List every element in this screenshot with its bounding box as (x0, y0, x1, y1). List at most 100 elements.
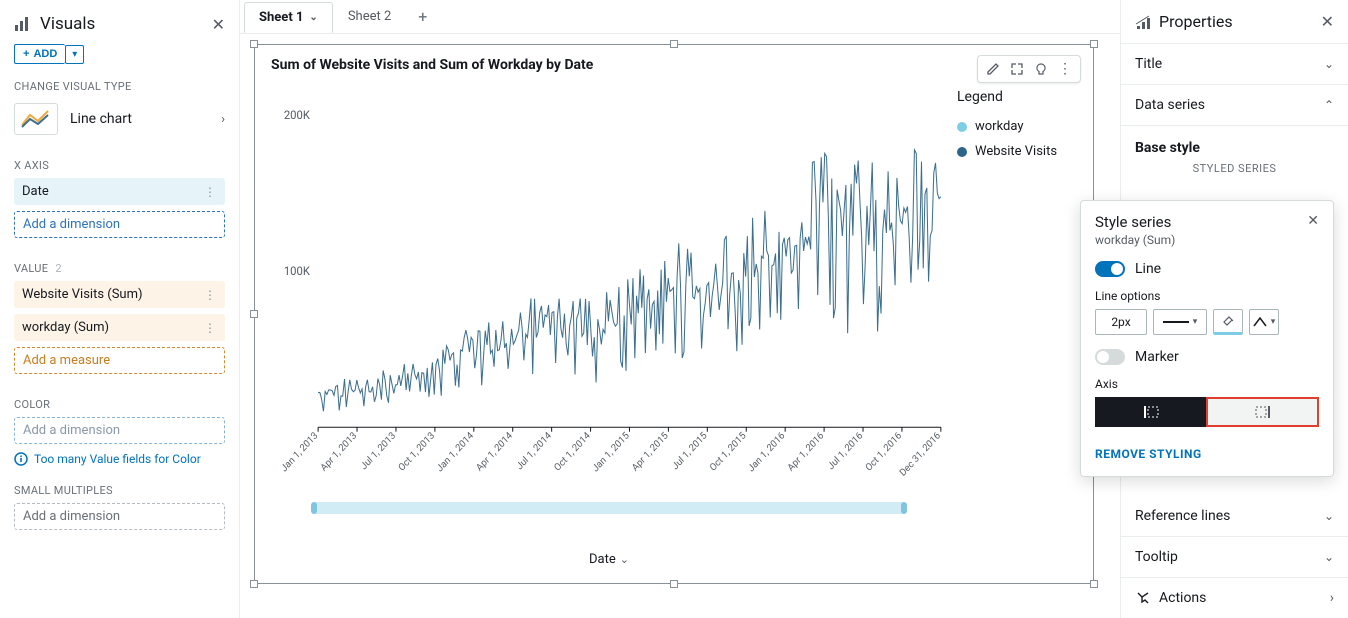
info-icon (14, 452, 28, 466)
line-color-button[interactable] (1213, 309, 1243, 335)
properties-title: Properties (1159, 12, 1233, 31)
color-label: COLOR (14, 388, 225, 417)
base-style-label: Base style (1121, 126, 1348, 162)
actions-icon (1135, 590, 1151, 606)
legend-item-workday[interactable]: workday (957, 119, 1077, 134)
chart-visual-frame[interactable]: Sum of Website Visits and Sum of Workday… (254, 44, 1094, 584)
xaxis-add-dimension[interactable]: Add a dimension (14, 211, 225, 238)
color-add-dimension[interactable]: Add a dimension (14, 417, 225, 444)
sheet-tabs: Sheet 1 ⌄ Sheet 2 + (240, 0, 1120, 34)
legend-label: Website Visits (975, 144, 1057, 159)
svg-text:Oct 1, 2014: Oct 1, 2014 (552, 430, 593, 474)
x-scroll-track[interactable] (311, 502, 907, 514)
tab-sheet-2[interactable]: Sheet 2 (333, 1, 406, 32)
chart-legend: Legend workday Website Visits (947, 89, 1077, 567)
chevron-down-icon: ⌄ (1324, 509, 1334, 523)
value-field-workday[interactable]: workday (Sum) ⋮ (14, 314, 225, 341)
axis-label: Axis (1095, 377, 1319, 391)
grip-icon[interactable]: ⋮ (204, 185, 217, 199)
svg-text:Jul 1, 2016: Jul 1, 2016 (826, 430, 865, 472)
chevron-up-icon: ⌃ (1324, 98, 1334, 112)
axis-left-button[interactable] (1095, 397, 1206, 427)
resize-handle-w[interactable] (250, 310, 258, 318)
line-chart-plot: 200K100KJan 1, 2013Apr 1, 2013Jul 1, 201… (271, 89, 947, 498)
chevron-down-icon[interactable]: ⌄ (309, 12, 317, 23)
properties-icon (1135, 14, 1151, 30)
value-add-measure[interactable]: Add a measure (14, 347, 225, 374)
add-visual-button[interactable]: + ADD (14, 44, 65, 64)
visuals-panel: Visuals ✕ + ADD ▾ CHANGE VISUAL TYPE Lin… (0, 0, 240, 618)
svg-text:Oct 1, 2015: Oct 1, 2015 (708, 430, 748, 473)
section-title[interactable]: Title ⌄ (1121, 44, 1348, 85)
resize-handle-se[interactable] (1090, 580, 1098, 588)
chevron-down-icon[interactable]: ⌄ (620, 553, 629, 566)
line-width-input[interactable]: 2px (1095, 309, 1147, 335)
section-actions[interactable]: Actions › (1121, 578, 1348, 618)
tab-label: Sheet 2 (348, 9, 391, 24)
svg-text:Jan 1, 2016: Jan 1, 2016 (746, 430, 787, 474)
more-icon[interactable]: ⋮ (1056, 60, 1074, 78)
edit-icon[interactable] (984, 60, 1002, 78)
field-label: workday (Sum) (22, 320, 109, 335)
visual-type-selector[interactable]: Line chart › (0, 99, 239, 145)
close-icon[interactable]: ✕ (212, 15, 225, 34)
expand-icon[interactable] (1008, 60, 1026, 78)
close-icon[interactable]: ✕ (1307, 213, 1319, 229)
change-visual-type-label: CHANGE VISUAL TYPE (0, 74, 239, 99)
remove-styling-link[interactable]: REMOVE STYLING (1095, 447, 1202, 461)
close-icon[interactable]: ✕ (1321, 12, 1334, 31)
xaxis-field-date[interactable]: Date ⋮ (14, 178, 225, 205)
insight-icon[interactable] (1032, 60, 1050, 78)
resize-handle-sw[interactable] (250, 580, 258, 588)
add-visual-caret[interactable]: ▾ (65, 45, 84, 64)
svg-text:Jan 1, 2015: Jan 1, 2015 (591, 430, 632, 474)
line-toggle[interactable] (1095, 261, 1125, 277)
chart-toolbar: ⋮ (977, 55, 1081, 83)
marker-toggle-label: Marker (1135, 349, 1179, 365)
resize-handle-s[interactable] (670, 580, 678, 588)
properties-header: Properties ✕ (1121, 0, 1348, 44)
properties-panel: Properties ✕ Title ⌄ Data series ⌃ Base … (1120, 0, 1348, 618)
section-tooltip[interactable]: Tooltip ⌄ (1121, 537, 1348, 578)
visuals-panel-header: Visuals ✕ (0, 8, 239, 44)
xaxis-label: X AXIS (14, 149, 225, 178)
resize-handle-n[interactable] (670, 40, 678, 48)
field-label: Website Visits (Sum) (22, 287, 143, 302)
axis-right-button[interactable] (1206, 397, 1319, 427)
field-label: Date (22, 184, 49, 199)
value-label: VALUE 2 (14, 252, 225, 281)
grip-icon[interactable]: ⋮ (204, 321, 217, 335)
style-series-popover: Style series workday (Sum) ✕ Line Line o… (1080, 200, 1334, 477)
small-multiples-add[interactable]: Add a dimension (14, 503, 225, 530)
svg-text:Jan 1, 2013: Jan 1, 2013 (279, 430, 320, 474)
grip-icon[interactable]: ⋮ (204, 288, 217, 302)
section-data-series[interactable]: Data series ⌃ (1121, 85, 1348, 126)
line-style-select[interactable] (1153, 309, 1207, 335)
paint-icon (1221, 314, 1235, 328)
svg-text:Oct 1, 2013: Oct 1, 2013 (397, 430, 437, 473)
value-field-website-visits[interactable]: Website Visits (Sum) ⋮ (14, 281, 225, 308)
line-options-label: Line options (1095, 289, 1319, 303)
color-warning: Too many Value fields for Color (14, 450, 225, 466)
chevron-down-icon: ⌄ (1324, 57, 1334, 71)
svg-text:Oct 1, 2016: Oct 1, 2016 (864, 430, 904, 473)
line-interpolation-select[interactable] (1249, 309, 1279, 335)
legend-item-website-visits[interactable]: Website Visits (957, 144, 1077, 159)
popover-subtitle: workday (Sum) (1095, 233, 1175, 247)
resize-handle-nw[interactable] (250, 40, 258, 48)
tab-sheet-1[interactable]: Sheet 1 ⌄ (244, 2, 333, 33)
visual-type-name: Line chart (70, 111, 132, 127)
svg-text:Apr 1, 2016: Apr 1, 2016 (786, 430, 826, 474)
visuals-panel-title: Visuals (40, 14, 95, 34)
color-warning-text: Too many Value fields for Color (34, 452, 201, 466)
add-button-label: ADD (33, 48, 57, 60)
marker-toggle[interactable] (1095, 349, 1125, 365)
line-chart-thumb-icon (14, 103, 58, 135)
section-reference-lines[interactable]: Reference lines ⌄ (1121, 496, 1348, 537)
legend-swatch (957, 122, 967, 132)
svg-text:200K: 200K (284, 108, 311, 123)
svg-text:Jul 1, 2014: Jul 1, 2014 (515, 430, 554, 473)
resize-handle-ne[interactable] (1090, 40, 1098, 48)
styled-series-label: STYLED SERIES (1121, 162, 1348, 185)
add-sheet-button[interactable]: + (406, 1, 439, 32)
